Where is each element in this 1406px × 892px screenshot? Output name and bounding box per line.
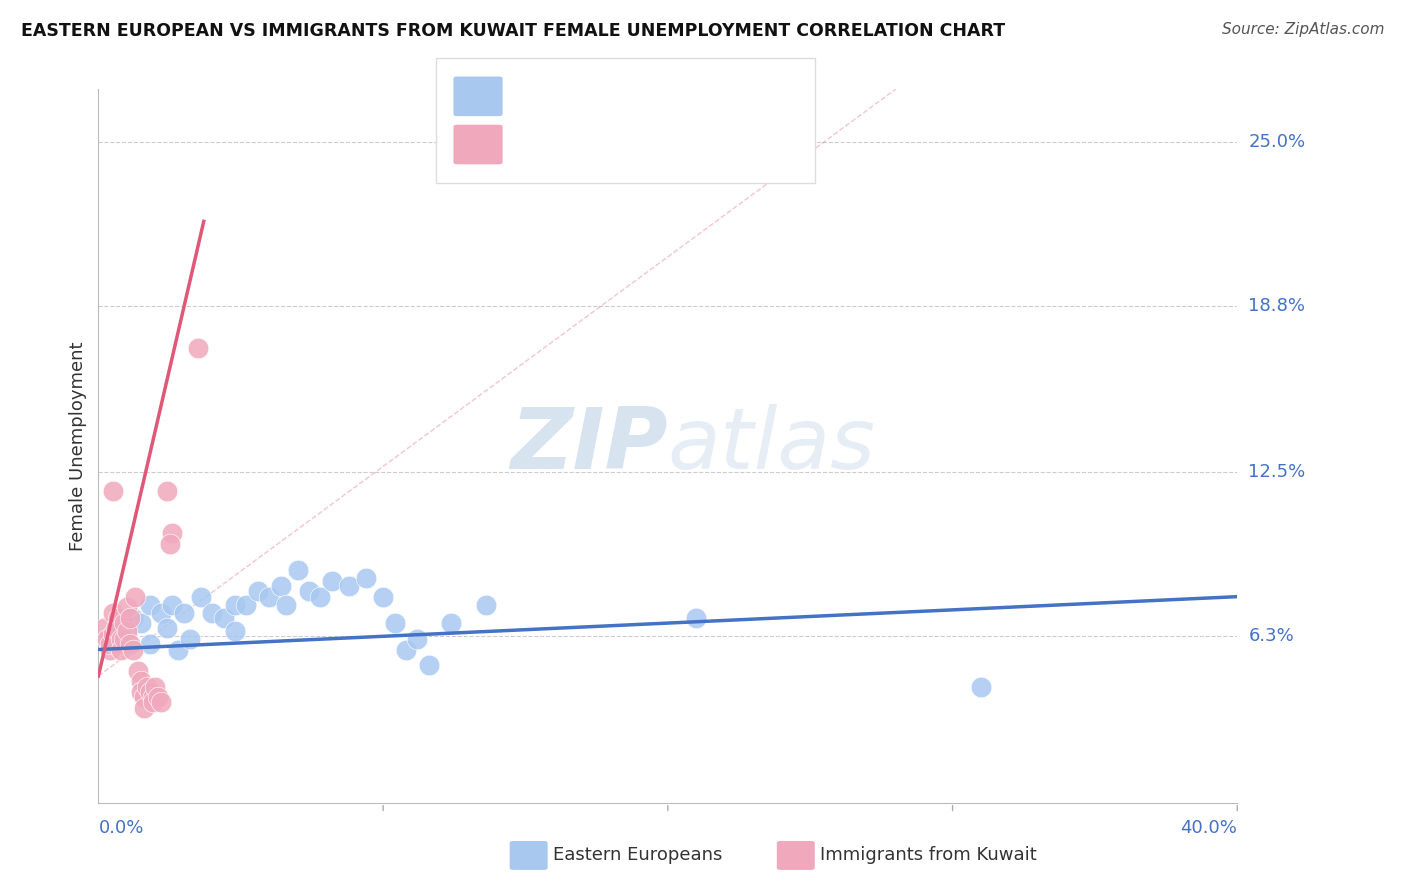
Point [321, 574, 343, 588]
Point [179, 632, 201, 646]
Point [354, 571, 377, 585]
Text: Source: ZipAtlas.com: Source: ZipAtlas.com [1222, 22, 1385, 37]
Point [141, 690, 163, 704]
Text: Immigrants from Kuwait: Immigrants from Kuwait [820, 847, 1036, 864]
Y-axis label: Female Unemployment: Female Unemployment [69, 342, 87, 550]
Point [107, 624, 129, 638]
Text: 12.5%: 12.5% [1249, 464, 1306, 482]
Text: ZIP: ZIP [510, 404, 668, 488]
Point [156, 483, 179, 498]
Point [132, 690, 155, 704]
Point [138, 598, 160, 612]
Text: N = 37: N = 37 [661, 87, 728, 105]
Text: N = 37: N = 37 [661, 136, 728, 153]
Point [148, 690, 170, 704]
Point [112, 616, 135, 631]
Point [685, 611, 707, 625]
Point [138, 637, 160, 651]
Text: 18.8%: 18.8% [1249, 297, 1305, 315]
Point [418, 658, 440, 673]
Point [104, 637, 127, 651]
Text: 40.0%: 40.0% [1181, 819, 1237, 837]
Point [406, 632, 429, 646]
Point [129, 616, 152, 631]
Text: 6.3%: 6.3% [1249, 627, 1294, 645]
Point [115, 629, 138, 643]
Point [270, 579, 292, 593]
Point [156, 621, 179, 635]
Point [162, 526, 184, 541]
Point [190, 590, 212, 604]
Point [167, 642, 190, 657]
Point [98, 642, 121, 657]
Point [101, 626, 124, 640]
Point [395, 642, 418, 657]
Text: EASTERN EUROPEAN VS IMMIGRANTS FROM KUWAIT FEMALE UNEMPLOYMENT CORRELATION CHART: EASTERN EUROPEAN VS IMMIGRANTS FROM KUWA… [21, 22, 1005, 40]
Point [115, 600, 138, 615]
Point [440, 616, 463, 631]
Point [224, 624, 246, 638]
Point [224, 598, 246, 612]
Point [145, 680, 167, 694]
Point [98, 637, 121, 651]
Point [110, 632, 132, 646]
Point [118, 611, 141, 625]
Point [132, 700, 155, 714]
Point [212, 611, 235, 625]
Point [110, 616, 132, 631]
Point [162, 598, 184, 612]
Point [121, 611, 143, 625]
Point [107, 611, 129, 625]
Point [474, 598, 496, 612]
Point [127, 664, 149, 678]
Point [309, 590, 332, 604]
Point [287, 563, 309, 577]
Text: R = 0.820: R = 0.820 [510, 136, 609, 153]
Point [101, 606, 124, 620]
Point [96, 632, 118, 646]
Point [110, 642, 132, 657]
Point [150, 606, 173, 620]
Point [187, 341, 209, 355]
Point [115, 624, 138, 638]
Point [141, 695, 163, 709]
Point [93, 621, 115, 635]
Point [259, 590, 281, 604]
Point [337, 579, 360, 593]
Point [104, 621, 127, 635]
Point [173, 606, 195, 620]
Point [118, 637, 141, 651]
Point [121, 642, 143, 657]
Text: Eastern Europeans: Eastern Europeans [553, 847, 721, 864]
Text: 0.0%: 0.0% [98, 819, 143, 837]
Text: 25.0%: 25.0% [1249, 133, 1306, 151]
Text: R = 0.140: R = 0.140 [510, 87, 609, 105]
Point [235, 598, 257, 612]
Point [298, 584, 321, 599]
Point [124, 590, 146, 604]
Point [135, 680, 157, 694]
Text: atlas: atlas [668, 404, 876, 488]
Point [129, 674, 152, 689]
Point [138, 685, 160, 699]
Point [150, 695, 173, 709]
Point [129, 685, 152, 699]
Point [101, 483, 124, 498]
Point [112, 632, 135, 646]
Point [373, 590, 395, 604]
Point [276, 598, 298, 612]
Point [384, 616, 406, 631]
Point [201, 606, 224, 620]
Point [246, 584, 269, 599]
Point [159, 537, 181, 551]
Point [970, 680, 993, 694]
